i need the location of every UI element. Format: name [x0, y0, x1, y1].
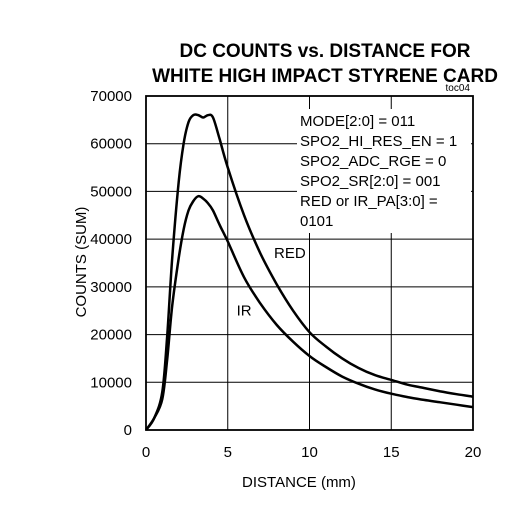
x-tick-label: 15	[383, 444, 400, 461]
annotation-line: SPO2_SR[2:0] = 001	[300, 173, 441, 190]
series-lines	[144, 113, 474, 431]
chart-title-line-2: WHITE HIGH IMPACT STYRENE CARD	[152, 66, 498, 87]
annotation-line: MODE[2:0] = 011	[300, 113, 415, 130]
y-tick-labels: 0 10000 20000 30000 40000 50000 60000 70000	[90, 88, 132, 439]
series-line-red	[144, 113, 474, 431]
y-tick-label: 10000	[90, 374, 132, 391]
series-line-ir	[144, 194, 474, 431]
chart-title-line-1: DC COUNTS vs. DISTANCE FOR	[179, 41, 470, 62]
x-tick-label: 5	[224, 444, 232, 461]
x-axis-label: DISTANCE (mm)	[242, 474, 356, 491]
y-tick-label: 50000	[90, 183, 132, 200]
series-label-ir: IR	[237, 302, 252, 319]
y-tick-label: 20000	[90, 327, 132, 344]
series-label-red: RED	[274, 245, 306, 262]
x-tick-labels: 0 5 10 15 20	[142, 444, 482, 461]
y-tick-label: 30000	[90, 279, 132, 296]
annotation-line: SPO2_HI_RES_EN = 1	[300, 133, 457, 150]
series-labels: RED IR	[237, 245, 306, 319]
annotation-line: RED or IR_PA[3:0] =	[300, 193, 438, 210]
y-tick-label: 70000	[90, 88, 132, 105]
annotation-line: 0101	[300, 213, 333, 230]
x-tick-label: 20	[465, 444, 482, 461]
annotation-line: SPO2_ADC_RGE = 0	[300, 153, 446, 170]
y-tick-label: 0	[124, 422, 132, 439]
annotation-text: MODE[2:0] = 011 SPO2_HI_RES_EN = 1 SPO2_AD…	[300, 113, 457, 230]
y-axis-label: COUNTS (SUM)	[73, 207, 90, 318]
x-tick-label: 10	[301, 444, 318, 461]
y-tick-label: 40000	[90, 231, 132, 248]
y-tick-label: 60000	[90, 136, 132, 153]
figure-id: toc04	[446, 83, 471, 94]
annotation-box	[297, 109, 471, 233]
plot-area	[145, 95, 474, 431]
x-tick-label: 0	[142, 444, 150, 461]
